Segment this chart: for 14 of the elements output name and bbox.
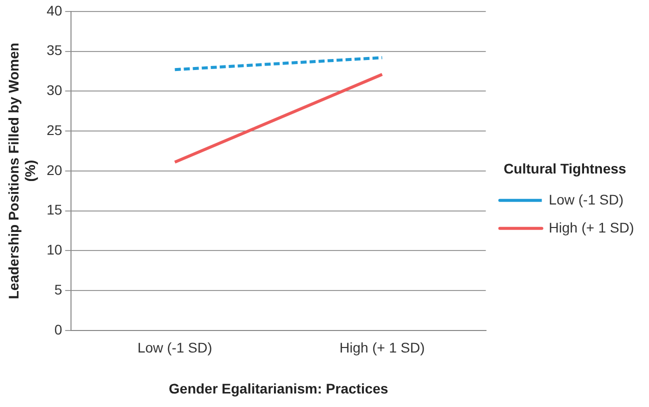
y-tick-label: 10	[46, 242, 62, 258]
legend-label: Low (-1 SD)	[548, 191, 624, 208]
y-tick-label: 5	[54, 281, 62, 298]
legend-title: Cultural Tightness	[504, 160, 626, 176]
x-axis-title: Gender Egalitarianism: Practices	[168, 380, 388, 396]
y-tick-label: 20	[46, 162, 62, 178]
y-tick-label: 35	[46, 42, 62, 58]
legend-label: High (+ 1 SD)	[548, 219, 634, 236]
y-tick-label: 0	[54, 321, 62, 338]
y-tick-label: 40	[46, 2, 62, 18]
y-axis-title: Leadership Positions Filled by Women (%)	[5, 42, 38, 300]
y-tick-label: 25	[46, 122, 62, 138]
y-tick-label: 30	[46, 82, 62, 98]
y-tick-label: 15	[46, 202, 62, 218]
